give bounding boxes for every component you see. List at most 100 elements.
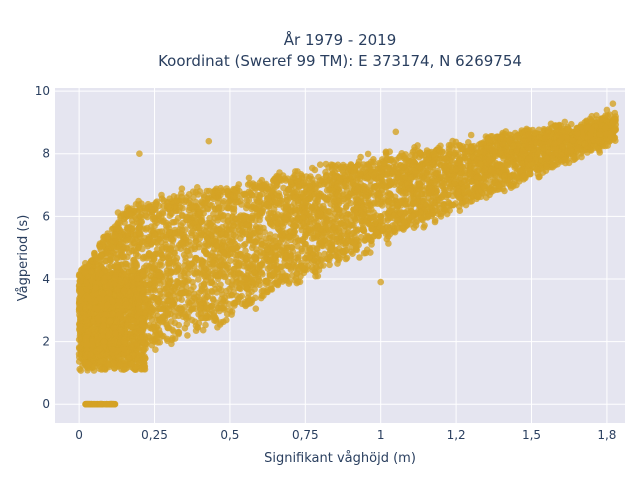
data-point [263, 288, 271, 296]
data-point [412, 218, 420, 226]
data-point [334, 260, 341, 267]
data-point [174, 278, 181, 286]
data-point [357, 233, 365, 241]
data-point [561, 118, 569, 126]
data-point [201, 243, 208, 250]
data-point [209, 252, 217, 260]
data-point [371, 199, 378, 206]
data-point [520, 137, 527, 144]
data-point [190, 294, 198, 301]
data-point [189, 203, 197, 210]
data-point [294, 197, 302, 204]
data-point [272, 248, 279, 256]
data-point [449, 192, 457, 200]
data-point [270, 206, 278, 213]
data-point [356, 254, 363, 261]
data-point [201, 294, 208, 302]
data-point [223, 204, 231, 211]
data-point [322, 160, 330, 168]
data-point [295, 181, 302, 189]
data-point [170, 291, 178, 299]
data-point [306, 246, 314, 254]
data-point [293, 216, 300, 224]
data-point [274, 224, 282, 232]
data-point [269, 187, 276, 195]
data-point [174, 244, 181, 252]
data-point [240, 190, 248, 198]
data-point [611, 109, 619, 117]
data-point [245, 196, 253, 204]
data-point [232, 199, 240, 206]
data-point [157, 213, 165, 221]
data-point [512, 133, 520, 140]
data-point [285, 280, 293, 287]
data-point [302, 240, 310, 248]
data-point [507, 182, 514, 189]
data-point [249, 191, 256, 199]
data-point [181, 324, 189, 332]
data-point [230, 300, 237, 307]
data-point [368, 241, 375, 248]
data-point [325, 240, 332, 247]
data-point [264, 214, 272, 222]
data-point [507, 154, 515, 161]
data-point [153, 294, 160, 302]
data-point [185, 191, 193, 198]
data-point [156, 228, 164, 236]
data-point [242, 228, 249, 236]
data-point [150, 321, 158, 329]
data-point [227, 192, 234, 199]
data-point [574, 145, 582, 152]
data-point [313, 254, 321, 262]
data-point [150, 277, 158, 284]
data-point [252, 305, 260, 313]
data-point [243, 204, 250, 212]
data-point [202, 321, 209, 329]
data-point [231, 251, 238, 258]
data-point [190, 283, 197, 291]
data-point [293, 206, 300, 214]
data-point [459, 143, 467, 150]
data-point [225, 198, 233, 206]
data-point [262, 280, 270, 288]
data-point [211, 214, 218, 222]
chart-title-line1: År 1979 - 2019 [284, 30, 397, 49]
data-point [480, 182, 488, 190]
data-point [251, 253, 258, 261]
data-point [281, 219, 289, 226]
data-point [211, 260, 218, 267]
data-point [527, 161, 535, 168]
data-point [314, 210, 321, 217]
data-point [165, 260, 173, 267]
data-point [436, 146, 443, 153]
data-point [198, 229, 205, 237]
data-point [126, 236, 134, 244]
data-point [288, 243, 295, 251]
data-point [113, 254, 120, 262]
data-point [306, 183, 314, 191]
data-point [162, 236, 169, 244]
data-point [217, 234, 224, 242]
data-point [157, 258, 164, 266]
data-point [259, 207, 267, 215]
data-point [506, 137, 513, 144]
data-point [309, 235, 316, 242]
data-point [215, 189, 222, 197]
data-point [344, 230, 351, 238]
data-point [357, 170, 364, 177]
data-point [335, 239, 343, 246]
data-point [465, 189, 473, 197]
data-point [264, 194, 272, 202]
data-point [536, 173, 543, 180]
data-point [578, 153, 585, 161]
data-point [311, 166, 319, 174]
data-point [449, 137, 456, 145]
data-point [184, 332, 191, 339]
data-point [235, 269, 242, 277]
data-point [390, 159, 398, 166]
data-point [423, 149, 431, 157]
data-point [242, 276, 249, 283]
data-point [316, 177, 324, 184]
data-point [421, 222, 428, 229]
